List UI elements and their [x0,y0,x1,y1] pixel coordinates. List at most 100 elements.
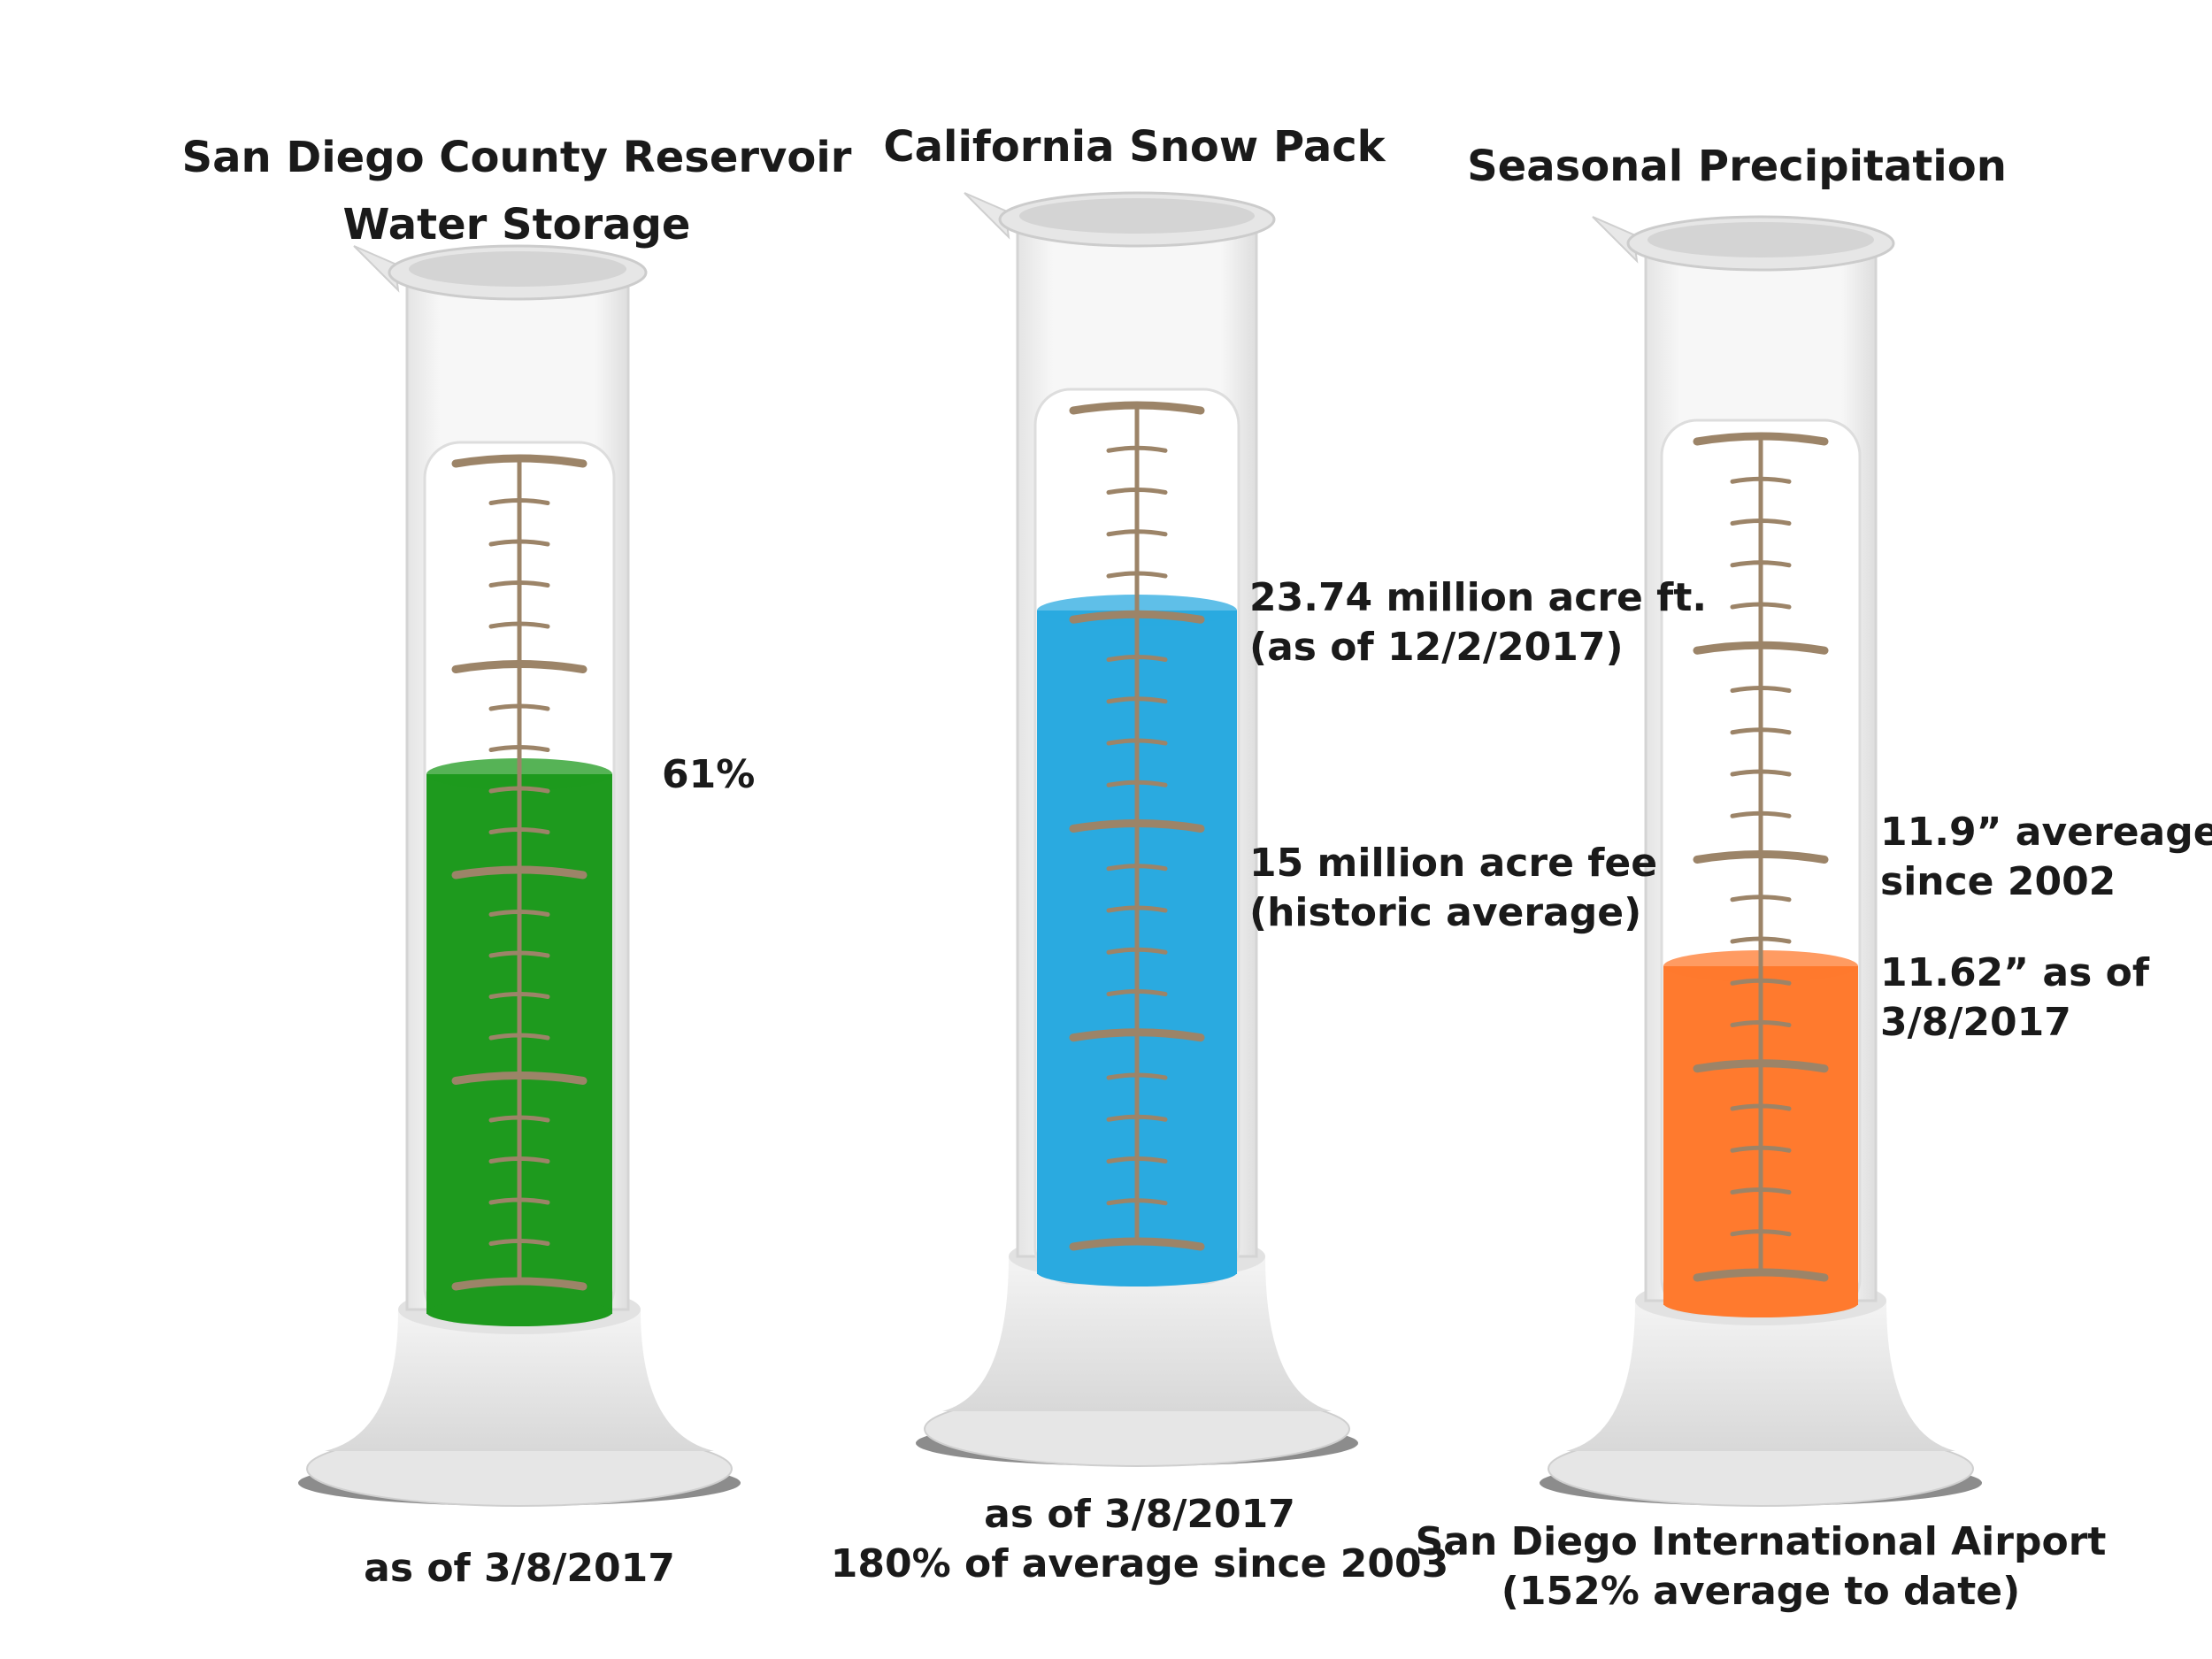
chart-3-annotation-2-line-1: 11.62” as of [1880,950,2149,995]
chart-2-title-line-1: California Snow Pack [883,122,1386,172]
scale-minor-tick [488,992,550,999]
scale-minor-tick [1106,738,1168,746]
chart-1-value-label: 61% [662,752,756,797]
scale-major-tick [451,865,588,879]
chart-3-title-line-1: Seasonal Precipitation [1467,142,2007,191]
chart-1-footer: as of 3/8/2017 [364,1544,675,1594]
chart-2-annotation-2-line-1: 15 million acre fee [1249,841,1658,886]
cylinder-base-neck [942,1256,1332,1411]
scale-minor-tick [1106,571,1168,579]
scale-minor-tick [1106,696,1168,704]
scale-minor-tick [488,539,550,547]
scale-major-tick [1693,1059,1829,1073]
scale-minor-tick [1106,1114,1168,1122]
scale-minor-tick [1106,1072,1168,1080]
scale-major-tick [1069,610,1205,624]
scale-minor-tick [488,827,550,834]
chart-2-annotation-1-line-2: (as of 12/2/2017) [1249,625,1624,670]
scale-minor-tick [488,1239,550,1246]
scale-minor-tick [1730,810,1792,818]
scale-minor-tick [1730,686,1792,693]
scale-minor-tick [1106,655,1168,662]
scale-minor-tick [488,580,550,588]
scale-minor-tick [488,950,550,958]
scale-minor-tick [1106,905,1168,913]
scale-minor-tick [488,1156,550,1164]
scale-minor-tick [1106,445,1168,453]
chart-2-annotation-1: 23.74 million acre ft. (as of 12/2/2017) [1249,573,1707,672]
scale-major-tick [451,454,588,468]
scale-minor-tick [488,498,550,505]
scale-minor-tick [488,786,550,794]
scale-minor-tick [1106,780,1168,787]
scale-major-tick [1693,850,1829,864]
scale-minor-tick [488,703,550,711]
scale-minor-tick [488,1197,550,1205]
chart-2-footer-line-1: as of 3/8/2017 [984,1492,1295,1537]
chart-2-annotation-2-line-2: (historic average) [1249,890,1642,935]
scale-minor-tick [1730,1103,1792,1111]
scale-minor-tick [1730,602,1792,610]
chart-3-annotation-1-line-1: 11.9” avereage [1880,810,2212,855]
chart-3-footer-line-2: (152% average to date) [1501,1569,2021,1614]
chart-2-annotation-2: 15 million acre fee (historic average) [1249,839,1657,938]
scale-minor-tick [1730,895,1792,902]
liquid-bottom [1037,1258,1237,1286]
scale-major-tick [451,1277,588,1291]
scale-minor-tick [1730,560,1792,568]
chart-2-footer: as of 3/8/2017 180% of average since 200… [831,1490,1449,1589]
scale-major-tick [1693,1268,1829,1282]
chart-3-annotation-1-line-2: since 2002 [1880,859,2116,904]
scale-minor-tick [1730,518,1792,526]
scale-minor-tick [1106,1156,1168,1164]
scale-major-tick [1069,1028,1205,1042]
scale-minor-tick [488,621,550,629]
cylinder-base-neck [1566,1301,1955,1451]
scale-minor-tick [1730,1229,1792,1237]
scale-minor-tick [1730,1020,1792,1027]
scale-minor-tick [1106,488,1168,495]
scale-minor-tick [1730,1187,1792,1194]
chart-1-title: San Diego County Reservoir Water Storage [182,124,852,258]
chart-3-annotation-1: 11.9” avereage since 2002 [1880,808,2212,907]
chart-3-annotation-2-line-2: 3/8/2017 [1880,1000,2071,1045]
cylinder-rim-hole [1647,222,1874,257]
chart-1-title-line-2: Water Storage [342,200,691,250]
scale-minor-tick [1730,936,1792,944]
scale-minor-tick [488,910,550,917]
scale-minor-tick [488,1033,550,1041]
scale-minor-tick [1106,864,1168,872]
chart-3-footer-line-1: San Diego International Airport [1415,1519,2107,1564]
liquid-bottom [426,1298,612,1326]
scale-minor-tick [488,745,550,752]
scale-major-tick [451,1071,588,1085]
scale-major-tick [1069,401,1205,415]
scale-minor-tick [1106,529,1168,537]
scale-major-tick [1069,819,1205,833]
cylinder-rim-hole [1019,198,1255,234]
scale-minor-tick [1106,989,1168,996]
scale-major-tick [1069,1237,1205,1251]
scale-minor-tick [1730,769,1792,777]
cylinder-base-neck [325,1310,714,1451]
chart-2-title: California Snow Pack [883,113,1385,180]
scale-minor-tick [1730,1145,1792,1153]
chart-3-footer: San Diego International Airport (152% av… [1416,1517,2107,1617]
liquid-bottom [1663,1289,1858,1317]
chart-1-footer-line-1: as of 3/8/2017 [364,1546,675,1591]
chart-2-annotation-1-line-1: 23.74 million acre ft. [1249,575,1708,620]
scale-minor-tick [1730,978,1792,986]
chart-3-title: Seasonal Precipitation [1467,133,2007,200]
scale-major-tick [1693,641,1829,655]
scale-minor-tick [1730,727,1792,735]
chart-3-annotation-2: 11.62” as of 3/8/2017 [1880,949,2149,1048]
chart-2-footer-line-2: 180% of average since 2003 [830,1541,1449,1586]
chart-1-title-line-1: San Diego County Reservoir [181,133,852,182]
scale-minor-tick [1730,476,1792,484]
scale-major-tick [1693,432,1829,446]
scale-minor-tick [1106,947,1168,955]
scale-minor-tick [488,1115,550,1123]
scale-minor-tick [1106,1198,1168,1206]
